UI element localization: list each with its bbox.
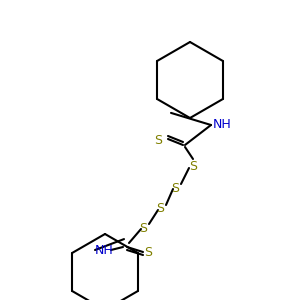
Text: NH: NH	[213, 118, 232, 131]
Text: S: S	[144, 247, 152, 260]
Text: S: S	[154, 134, 162, 146]
Text: S: S	[171, 182, 179, 194]
Text: S: S	[189, 160, 197, 173]
Text: S: S	[156, 202, 164, 215]
Text: NH: NH	[95, 244, 114, 256]
Text: S: S	[139, 221, 147, 235]
